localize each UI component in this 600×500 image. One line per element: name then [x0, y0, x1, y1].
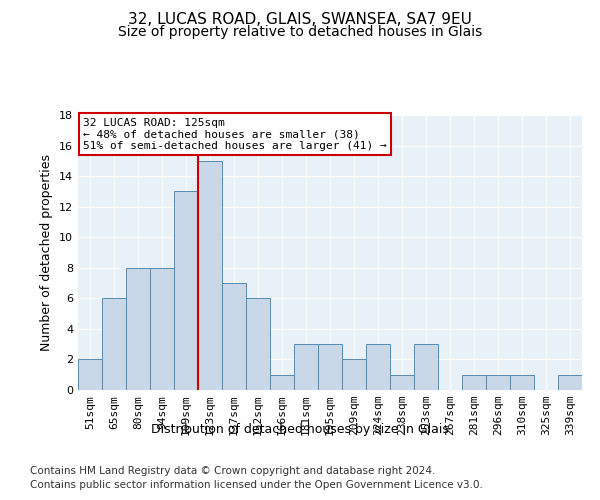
Bar: [486, 374, 510, 390]
Bar: [414, 344, 438, 390]
Text: Size of property relative to detached houses in Glais: Size of property relative to detached ho…: [118, 25, 482, 39]
Bar: [222, 283, 246, 390]
Bar: [174, 192, 198, 390]
Text: 32, LUCAS ROAD, GLAIS, SWANSEA, SA7 9EU: 32, LUCAS ROAD, GLAIS, SWANSEA, SA7 9EU: [128, 12, 472, 28]
Bar: [294, 344, 318, 390]
Text: Contains HM Land Registry data © Crown copyright and database right 2024.: Contains HM Land Registry data © Crown c…: [30, 466, 436, 476]
Bar: [510, 374, 534, 390]
Bar: [366, 344, 390, 390]
Bar: [342, 360, 366, 390]
Bar: [318, 344, 342, 390]
Bar: [150, 268, 174, 390]
Text: Distribution of detached houses by size in Glais: Distribution of detached houses by size …: [151, 422, 449, 436]
Text: 32 LUCAS ROAD: 125sqm
← 48% of detached houses are smaller (38)
51% of semi-deta: 32 LUCAS ROAD: 125sqm ← 48% of detached …: [83, 118, 387, 151]
Bar: [198, 161, 222, 390]
Bar: [78, 360, 102, 390]
Bar: [126, 268, 150, 390]
Bar: [246, 298, 270, 390]
Y-axis label: Number of detached properties: Number of detached properties: [40, 154, 53, 351]
Bar: [102, 298, 126, 390]
Bar: [270, 374, 294, 390]
Bar: [462, 374, 486, 390]
Text: Contains public sector information licensed under the Open Government Licence v3: Contains public sector information licen…: [30, 480, 483, 490]
Bar: [390, 374, 414, 390]
Bar: [558, 374, 582, 390]
